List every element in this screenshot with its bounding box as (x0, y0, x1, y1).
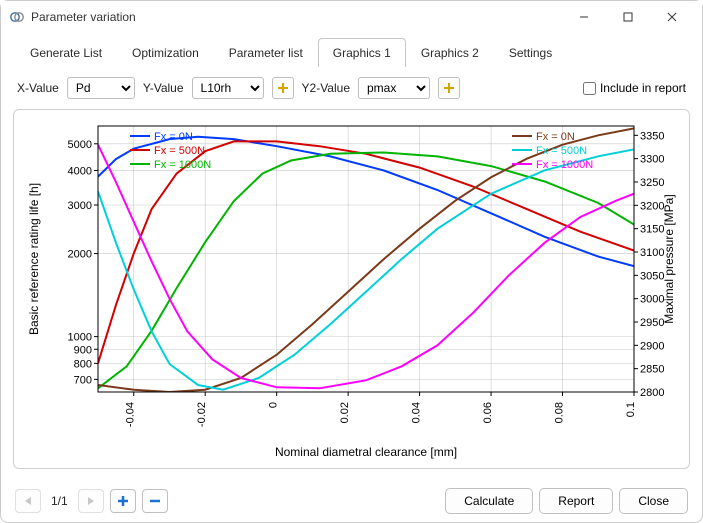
svg-text:Maximal pressure [MPa]: Maximal pressure [MPa] (662, 194, 676, 323)
tab-graphics-1[interactable]: Graphics 1 (318, 38, 406, 67)
include-checkbox-input[interactable] (583, 82, 596, 95)
svg-text:0.06: 0.06 (482, 402, 494, 423)
maximize-button[interactable] (606, 3, 650, 31)
svg-text:3350: 3350 (640, 130, 664, 142)
svg-text:2000: 2000 (68, 249, 92, 261)
svg-text:-0.04: -0.04 (125, 402, 137, 427)
close-button[interactable] (650, 3, 694, 31)
svg-text:Fx = 1000N: Fx = 1000N (154, 159, 211, 171)
svg-text:Fx = 500N: Fx = 500N (154, 145, 205, 157)
footer-bar: 1/1 Calculate Report Close (1, 480, 702, 522)
titlebar: Parameter variation (1, 1, 702, 33)
remove-page-button[interactable] (142, 489, 168, 513)
add-y-button[interactable] (272, 77, 294, 99)
svg-text:-0.02: -0.02 (196, 402, 208, 427)
svg-text:3200: 3200 (640, 200, 664, 212)
svg-text:2950: 2950 (640, 317, 664, 329)
minimize-button[interactable] (562, 3, 606, 31)
tab-parameter-list[interactable]: Parameter list (214, 38, 318, 67)
svg-text:2850: 2850 (640, 364, 664, 376)
window-title: Parameter variation (31, 10, 136, 24)
svg-text:900: 900 (74, 344, 92, 356)
svg-text:5000: 5000 (68, 139, 92, 151)
x-value-label: X-Value (17, 81, 59, 95)
svg-text:Fx = 500N: Fx = 500N (536, 145, 587, 157)
svg-text:Fx = 1000N: Fx = 1000N (536, 159, 593, 171)
svg-text:1000: 1000 (68, 332, 92, 344)
close-window-button[interactable]: Close (619, 488, 688, 514)
report-button[interactable]: Report (539, 488, 613, 514)
svg-text:3100: 3100 (640, 247, 664, 259)
svg-text:700: 700 (74, 374, 92, 386)
svg-text:3250: 3250 (640, 177, 664, 189)
x-value-select[interactable]: Pd (67, 77, 135, 99)
add-page-button[interactable] (110, 489, 136, 513)
tab-settings[interactable]: Settings (494, 38, 567, 67)
calculate-button[interactable]: Calculate (445, 488, 533, 514)
y2-value-label: Y2-Value (302, 81, 350, 95)
add-y2-button[interactable] (438, 77, 460, 99)
svg-text:Nominal diametral clearance [m: Nominal diametral clearance [mm] (275, 445, 457, 459)
svg-text:800: 800 (74, 358, 92, 370)
svg-text:3000: 3000 (640, 294, 664, 306)
svg-text:Fx = 0N: Fx = 0N (536, 131, 575, 143)
chart-panel: -0.04 -0.02 0 0.02 0.04 0.06 0.08 0.1 700 800 9001… (13, 109, 690, 469)
page-indicator: 1/1 (51, 494, 68, 508)
y-value-select[interactable]: L10rh (192, 77, 264, 99)
svg-text:2800: 2800 (640, 387, 664, 399)
include-label: Include in report (600, 81, 686, 95)
svg-text:0.1: 0.1 (625, 402, 637, 417)
svg-text:Basic reference rating life [h: Basic reference rating life [h] (27, 183, 41, 335)
svg-text:0: 0 (268, 402, 280, 408)
tab-generate-list[interactable]: Generate List (15, 38, 117, 67)
svg-text:0.08: 0.08 (554, 402, 566, 423)
svg-text:4000: 4000 (68, 166, 92, 178)
svg-text:0.02: 0.02 (339, 402, 351, 423)
y-value-label: Y-Value (143, 81, 184, 95)
y2-value-select[interactable]: pmax (358, 77, 430, 99)
tab-graphics-2[interactable]: Graphics 2 (406, 38, 494, 67)
include-in-report-checkbox[interactable]: Include in report (583, 81, 686, 95)
svg-text:3300: 3300 (640, 154, 664, 166)
svg-text:2900: 2900 (640, 340, 664, 352)
nav-prev-button[interactable] (15, 489, 41, 513)
svg-text:3000: 3000 (68, 200, 92, 212)
chart-controls: X-Value Pd Y-Value L10rh Y2-Value pmax I… (1, 67, 702, 105)
app-icon (9, 9, 25, 25)
tab-bar: Generate ListOptimizationParameter listG… (1, 33, 702, 67)
svg-text:3150: 3150 (640, 224, 664, 236)
nav-next-button[interactable] (78, 489, 104, 513)
tab-optimization[interactable]: Optimization (117, 38, 214, 67)
svg-text:0.04: 0.04 (411, 402, 423, 423)
svg-text:Fx = 0N: Fx = 0N (154, 131, 193, 143)
chart-svg: -0.04 -0.02 0 0.02 0.04 0.06 0.08 0.1 700 800 9001… (20, 116, 685, 464)
svg-text:3050: 3050 (640, 270, 664, 282)
